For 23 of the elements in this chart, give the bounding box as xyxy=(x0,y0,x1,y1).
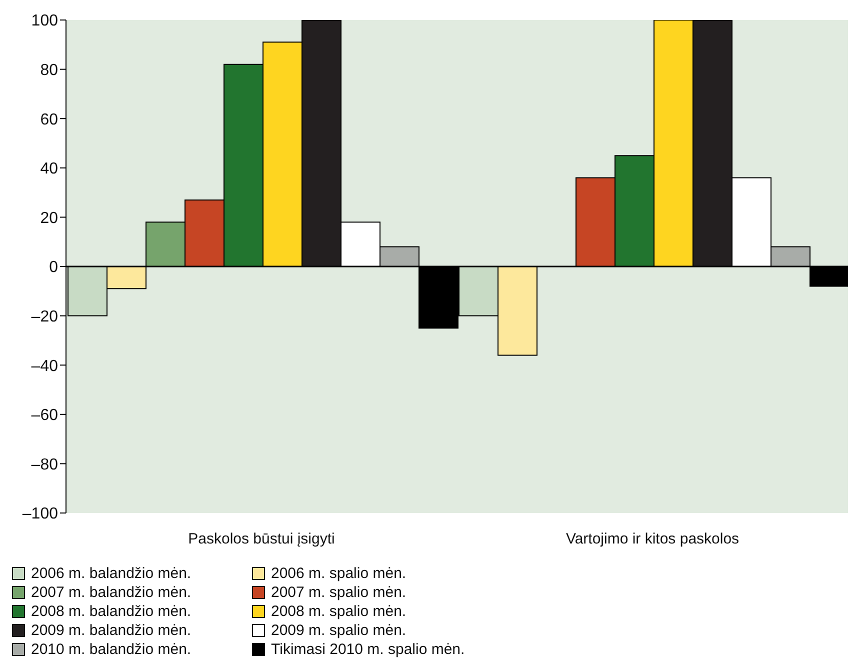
y-tick-label: 80 xyxy=(40,62,58,79)
y-tick-label: 20 xyxy=(40,210,58,227)
y-tick-label: –80 xyxy=(31,456,58,474)
y-tick-label: 40 xyxy=(40,160,58,178)
y-tick-label: –60 xyxy=(31,407,58,424)
y-tick-label: 0 xyxy=(49,259,58,276)
y-tick-label: 60 xyxy=(40,111,58,128)
legend-label: 2008 m. spalio mėn. xyxy=(271,603,406,620)
legend-label: 2007 m. spalio mėn. xyxy=(271,584,406,601)
y-tick-label: –100 xyxy=(22,506,58,523)
y-tick-label: 100 xyxy=(31,12,58,30)
legend-label: 2009 m. spalio mėn. xyxy=(271,622,406,639)
legend-label: 2010 m. balandžio mėn. xyxy=(31,641,192,658)
legend-label: 2007 m. balandžio mėn. xyxy=(31,584,192,601)
x-tick-label: Vartojimo ir kitos paskolos xyxy=(566,530,740,548)
x-tick-label: Paskolos būstui įsigyti xyxy=(188,530,335,548)
y-tick-label: –20 xyxy=(31,308,58,326)
legend-label: 2009 m. balandžio mėn. xyxy=(31,622,192,639)
legend-label: 2006 m. spalio mėn. xyxy=(271,565,406,582)
y-tick-label: –40 xyxy=(31,358,58,375)
legend-label: 2008 m. balandžio mėn. xyxy=(31,603,192,620)
legend-label: Tikimasi 2010 m. spalio mėn. xyxy=(271,641,465,658)
legend-label: 2006 m. balandžio mėn. xyxy=(31,565,192,582)
